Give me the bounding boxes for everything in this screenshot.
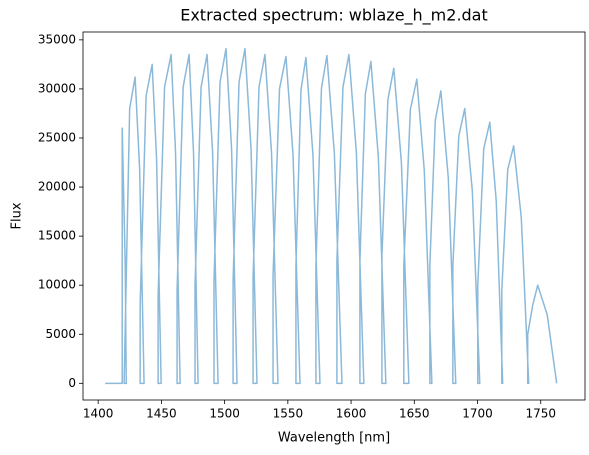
x-tick-label: 1500 [209, 407, 240, 421]
y-tick-label: 15000 [38, 229, 76, 243]
x-tick-label: 1400 [83, 407, 114, 421]
y-tick-label: 20000 [38, 180, 76, 194]
y-tick-label: 10000 [38, 278, 76, 292]
chart-title: Extracted spectrum: wblaze_h_m2.dat [180, 6, 488, 26]
x-tick-label: 1600 [336, 407, 367, 421]
x-tick-label: 1700 [462, 407, 493, 421]
y-tick-label: 25000 [38, 130, 76, 144]
y-tick-label: 0 [68, 376, 76, 390]
x-tick-label: 1450 [146, 407, 177, 421]
plot-frame [82, 31, 586, 401]
x-tick-label: 1550 [273, 407, 304, 421]
x-tick-label: 1650 [399, 407, 430, 421]
x-tick-label: 1750 [525, 407, 556, 421]
y-tick-label: 5000 [45, 327, 76, 341]
spectrum-line [105, 47, 558, 385]
y-axis-label: Flux [10, 202, 25, 229]
y-tick-label: 30000 [38, 81, 76, 95]
x-axis-label: Wavelength [nm] [278, 431, 390, 446]
y-tick-label: 35000 [38, 32, 76, 46]
